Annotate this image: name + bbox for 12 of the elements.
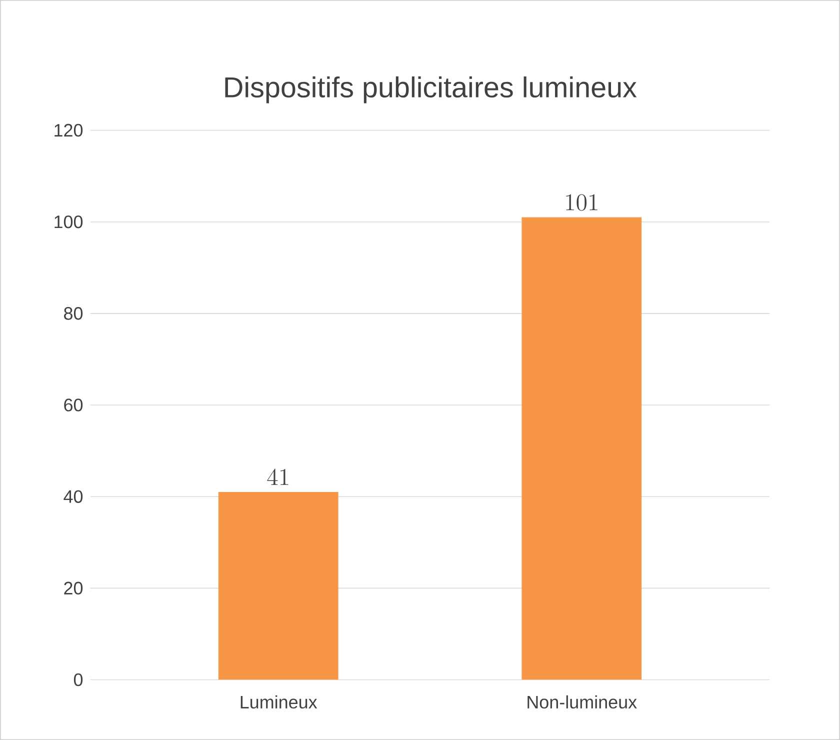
y-tick-label: 40 (64, 490, 83, 503)
chart-title: Dispositifs publicitaires lumineux (225, 76, 637, 104)
y-tick-label: 100 (54, 215, 83, 228)
y-tick-label: 0 (74, 673, 83, 686)
data-label: 41 (267, 468, 288, 485)
x-tick-label: Non-lumineux (528, 695, 637, 709)
x-tick-label: Lumineux (240, 695, 318, 709)
y-tick-label: 120 (54, 124, 83, 137)
y-tick-label: 20 (64, 582, 83, 595)
data-label: 101 (566, 194, 598, 211)
y-tick-label: 60 (64, 398, 83, 412)
y-tick-label: 80 (64, 307, 83, 320)
